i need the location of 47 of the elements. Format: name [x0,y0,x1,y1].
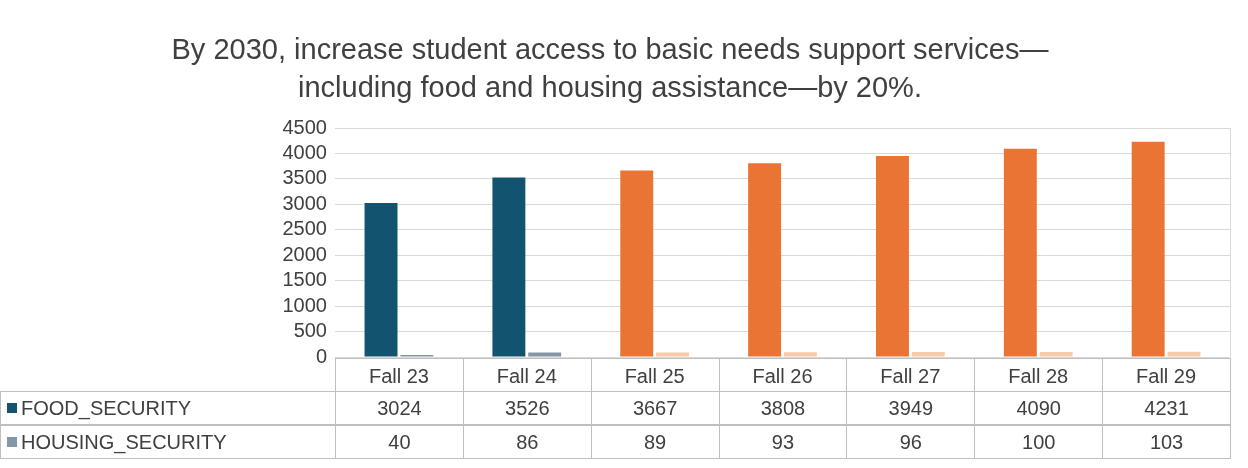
y-tick-label: 3500 [282,166,327,189]
bar [1003,148,1037,357]
bar [656,352,690,357]
x-tick-label: Fall 26 [752,364,813,387]
legend-label: HOUSING_SECURITY [21,430,227,454]
x-tick-label: Fall 24 [496,364,557,387]
data-label: 3808 [718,391,848,425]
x-tick-label: Fall 29 [1136,364,1197,387]
y-tick-label: 4000 [282,140,327,163]
data-label: 4090 [974,391,1104,425]
bar [783,352,817,357]
legend-label: FOOD_SECURITY [21,396,192,420]
bar [492,177,526,357]
bar [1131,141,1165,357]
chart-title: By 2030, increase student access to basic needs support services—including food and housing assistance—by 20%. [170,32,1050,105]
data-label: 4231 [1102,391,1231,425]
y-tick-label: 0 [315,344,327,367]
data-label: 86 [462,425,592,459]
data-label: 3526 [462,391,592,425]
bar [528,352,562,357]
bar [364,203,398,357]
bar [1039,351,1073,357]
data-label: 40 [335,425,464,459]
x-tick-label: Fall 23 [368,364,429,387]
bar [620,170,654,357]
bar [1167,351,1201,357]
y-tick-label: 1000 [282,293,327,316]
y-tick-label: 4500 [282,115,327,138]
data-label: 93 [718,425,848,459]
y-tick-label: 1500 [282,268,327,291]
data-label: 96 [846,425,976,459]
data-label: 3949 [846,391,976,425]
y-tick-label: 2500 [282,217,327,240]
data-label: 3667 [590,391,720,425]
bar [875,156,909,357]
x-tick-label: Fall 27 [880,364,941,387]
x-tick-label: Fall 25 [624,364,685,387]
data-label: 89 [590,425,720,459]
data-label: 100 [974,425,1104,459]
y-tick-label: 500 [293,319,327,342]
x-tick-label: Fall 28 [1008,364,1069,387]
bar [748,163,782,357]
data-label: 103 [1102,425,1231,459]
bar [911,352,945,357]
y-tick-label: 3000 [282,191,327,214]
data-label: 3024 [335,391,464,425]
y-tick-label: 2000 [282,242,327,265]
